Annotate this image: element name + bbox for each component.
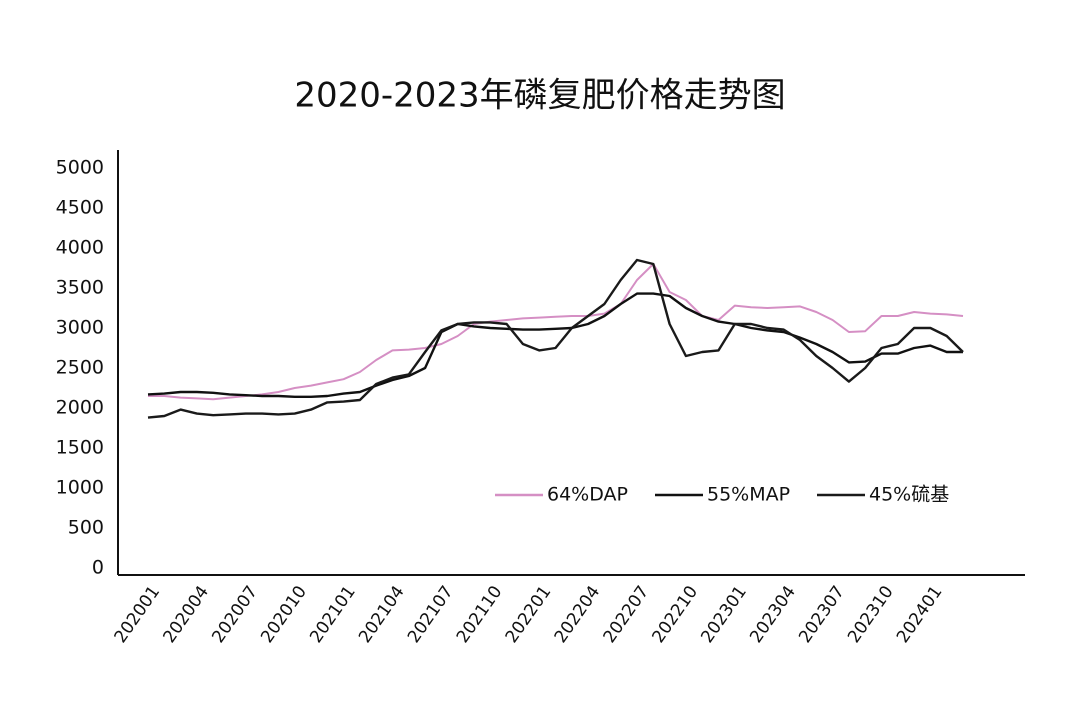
chart-title: 2020-2023年磷复肥价格走势图 — [294, 76, 785, 116]
x-tick-label: 202401 — [893, 582, 947, 647]
x-tick-label: 202310 — [844, 582, 898, 647]
y-tick-label: 2500 — [56, 357, 104, 379]
y-tick-label: 4500 — [56, 197, 104, 219]
x-tick-label: 202304 — [746, 582, 800, 647]
x-tick-label: 202007 — [208, 582, 262, 647]
x-tick-label: 202010 — [257, 582, 311, 647]
x-tick-label: 202101 — [306, 582, 360, 647]
y-tick-label: 500 — [68, 517, 104, 539]
y-tick-label: 5000 — [56, 157, 104, 179]
x-tick-label: 202110 — [453, 582, 507, 647]
y-tick-label: 4000 — [56, 237, 104, 259]
x-tick-label: 202210 — [648, 582, 702, 647]
legend-label: 55%MAP — [707, 484, 790, 506]
x-tick-label: 202004 — [159, 582, 213, 647]
x-tick-label: 202204 — [551, 582, 605, 647]
x-tick-label: 202001 — [111, 582, 165, 647]
x-tick-label: 202207 — [600, 582, 654, 647]
series-line — [148, 263, 964, 401]
y-tick-label: 1000 — [56, 477, 104, 499]
y-tick-label: 3500 — [56, 277, 104, 299]
y-tick-label: 2000 — [56, 397, 104, 419]
x-tick-label: 202307 — [795, 582, 849, 647]
x-tick-label: 202107 — [404, 582, 458, 647]
y-tick-label: 1500 — [56, 437, 104, 459]
x-tick-label: 202201 — [502, 582, 556, 647]
legend-label: 64%DAP — [547, 484, 628, 506]
x-tick-label: 202301 — [697, 582, 751, 647]
y-tick-label: 3000 — [56, 317, 104, 339]
y-tick-label: 0 — [92, 557, 104, 579]
series-line — [147, 258, 964, 419]
legend-label: 45%硫基 — [869, 484, 949, 506]
x-tick-label: 202104 — [355, 582, 409, 647]
series-line — [147, 292, 963, 398]
